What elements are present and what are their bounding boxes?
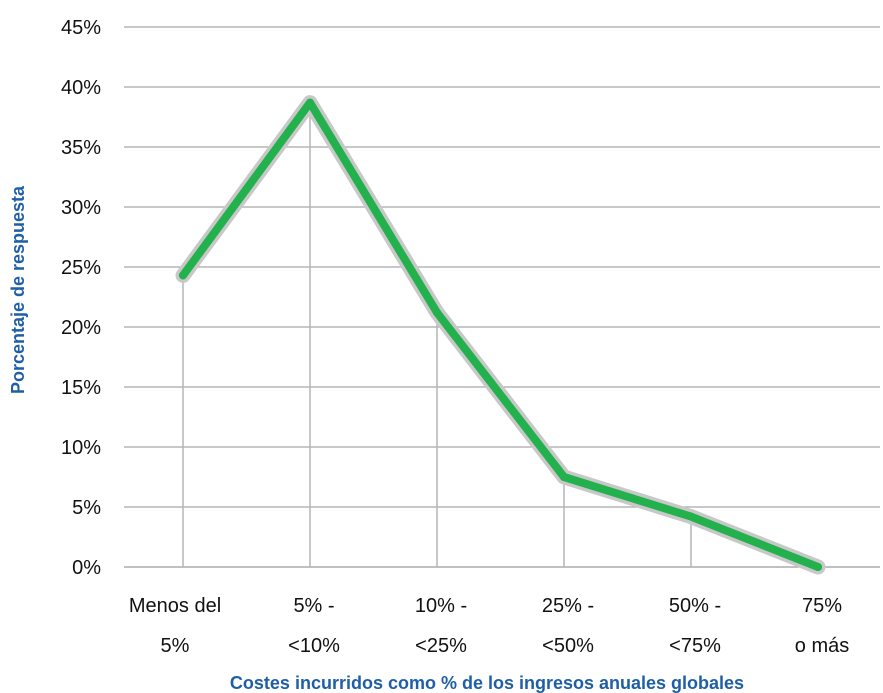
series-line [179, 98, 822, 571]
y-tick-label: 25% [61, 257, 101, 279]
x-tick-label: <25% [415, 635, 467, 657]
y-tick-label: 45% [61, 17, 101, 39]
y-tick-label: 0% [72, 557, 101, 579]
x-tick-label: 50% - [669, 595, 721, 617]
x-tick-label: <75% [669, 635, 721, 657]
y-axis-ticks: 0% 5% 10% 15% 20% 25% 30% 35% 40% 45% [61, 17, 101, 579]
y-tick-label: 20% [61, 317, 101, 339]
y-tick-label: 10% [61, 437, 101, 459]
x-tick-label: 5% [161, 635, 190, 657]
y-tick-label: 35% [61, 137, 101, 159]
x-tick-label: <50% [542, 635, 594, 657]
x-tick-label: <10% [288, 635, 340, 657]
data-point [433, 308, 441, 317]
data-point [814, 563, 822, 571]
series-line-group [175, 95, 826, 575]
x-tick-label: 25% - [542, 595, 594, 617]
y-tick-label: 5% [72, 497, 101, 519]
x-tick-label: o más [795, 635, 849, 657]
x-axis-ticks: Menos del 5% 5% - <10% 10% - <25% 25% - <50% 50%… [129, 595, 849, 657]
x-tick-label: 5% - [293, 595, 334, 617]
gridlines [124, 26, 880, 568]
data-point [687, 512, 695, 521]
y-tick-label: 40% [61, 77, 101, 99]
y-tick-label: 15% [61, 377, 101, 399]
data-point [179, 271, 187, 280]
y-axis-title: Porcentaje de respuesta [8, 185, 28, 394]
x-tick-label: 10% - [415, 595, 467, 617]
drop-lines [182, 102, 692, 567]
series-line-halo [175, 95, 826, 575]
x-axis-title: Costes incurridos como % de los ingresos… [230, 673, 744, 693]
data-point [306, 98, 314, 107]
x-tick-label: Menos del [129, 595, 221, 617]
data-point [560, 473, 568, 481]
y-tick-label: 30% [61, 197, 101, 219]
x-tick-label: 75% [802, 595, 842, 617]
